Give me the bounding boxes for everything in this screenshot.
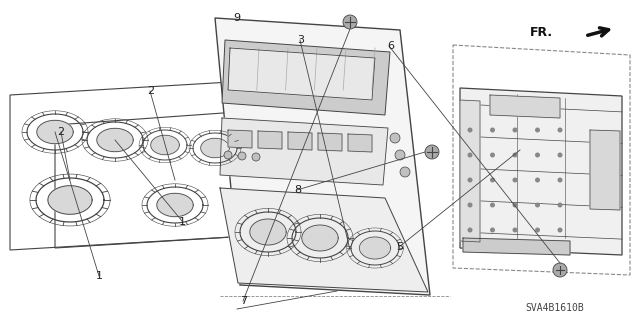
Circle shape [553,263,567,277]
Polygon shape [463,238,570,255]
Text: 1: 1 [179,217,186,227]
Polygon shape [150,135,179,155]
Circle shape [238,152,246,160]
Circle shape [425,145,439,159]
Circle shape [535,203,540,207]
Circle shape [490,203,495,207]
Text: 3: 3 [298,35,304,45]
Circle shape [513,203,518,207]
Circle shape [467,203,472,207]
Circle shape [390,133,400,143]
Polygon shape [228,130,252,148]
Circle shape [535,227,540,233]
Polygon shape [460,100,480,242]
Polygon shape [250,219,286,245]
Circle shape [224,151,232,159]
Text: FR.: FR. [530,26,553,40]
Circle shape [490,152,495,158]
Circle shape [490,177,495,182]
Polygon shape [97,128,133,152]
Circle shape [513,152,518,158]
Text: 7: 7 [239,296,247,307]
Circle shape [252,153,260,161]
Polygon shape [220,118,388,185]
Text: 9: 9 [233,12,241,23]
Circle shape [513,177,518,182]
Circle shape [535,128,540,132]
Circle shape [557,203,563,207]
Text: 2: 2 [147,86,154,96]
Polygon shape [201,138,229,158]
Circle shape [467,128,472,132]
Circle shape [557,227,563,233]
Circle shape [395,150,405,160]
Polygon shape [157,193,193,217]
Circle shape [490,128,495,132]
Polygon shape [460,88,622,255]
Circle shape [467,227,472,233]
Text: 2: 2 [57,127,65,137]
Circle shape [557,152,563,158]
Polygon shape [288,132,312,150]
Circle shape [343,15,357,29]
Polygon shape [590,130,620,210]
Circle shape [535,177,540,182]
Polygon shape [348,134,372,152]
Circle shape [490,227,495,233]
Polygon shape [318,133,342,151]
Circle shape [557,177,563,182]
Polygon shape [490,95,560,118]
Polygon shape [220,188,428,292]
Text: 8: 8 [294,185,301,195]
Circle shape [467,152,472,158]
Text: SVA4B1610B: SVA4B1610B [525,303,584,313]
Circle shape [535,152,540,158]
Text: 1: 1 [96,271,102,281]
Polygon shape [360,237,390,259]
Polygon shape [222,40,390,115]
Circle shape [467,177,472,182]
Circle shape [513,227,518,233]
Polygon shape [302,225,338,251]
Polygon shape [258,131,282,149]
Circle shape [400,167,410,177]
Polygon shape [37,120,73,144]
Text: 6: 6 [387,41,394,51]
Polygon shape [48,186,92,214]
Polygon shape [228,48,375,100]
Polygon shape [215,18,430,295]
Circle shape [513,128,518,132]
Text: 5: 5 [397,242,403,252]
Circle shape [557,128,563,132]
